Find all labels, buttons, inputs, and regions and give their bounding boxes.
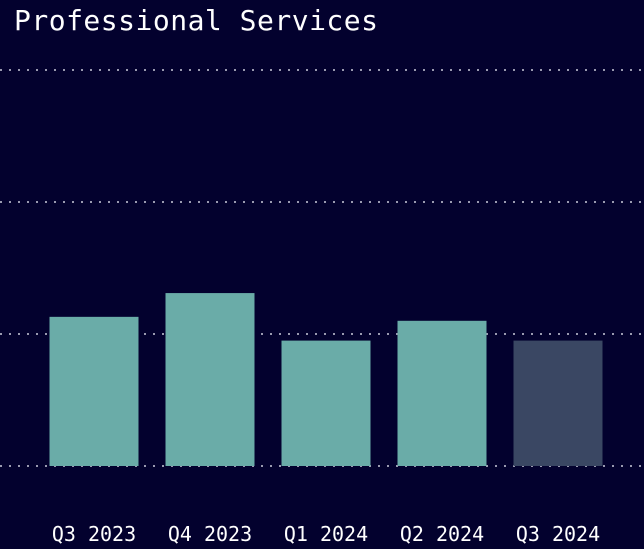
bar-q1-2024 [281,340,371,466]
x-tick-label: Q3 2023 [52,522,136,546]
bar-q3-2024 [513,340,603,466]
bar-q3-2023 [49,316,139,466]
bar-q2-2024 [397,320,487,466]
bars [49,293,603,466]
x-axis-tick-labels: Q3 2023 Q4 2023 Q1 2024 Q2 2024 Q3 2024 [52,522,600,546]
x-tick-label: Q2 2024 [400,522,484,546]
bar-q4-2023 [165,293,255,466]
chart-title: Professional Services [14,4,379,37]
x-tick-label: Q1 2024 [284,522,368,546]
x-tick-label: Q3 2024 [516,522,600,546]
x-tick-label: Q4 2023 [168,522,252,546]
